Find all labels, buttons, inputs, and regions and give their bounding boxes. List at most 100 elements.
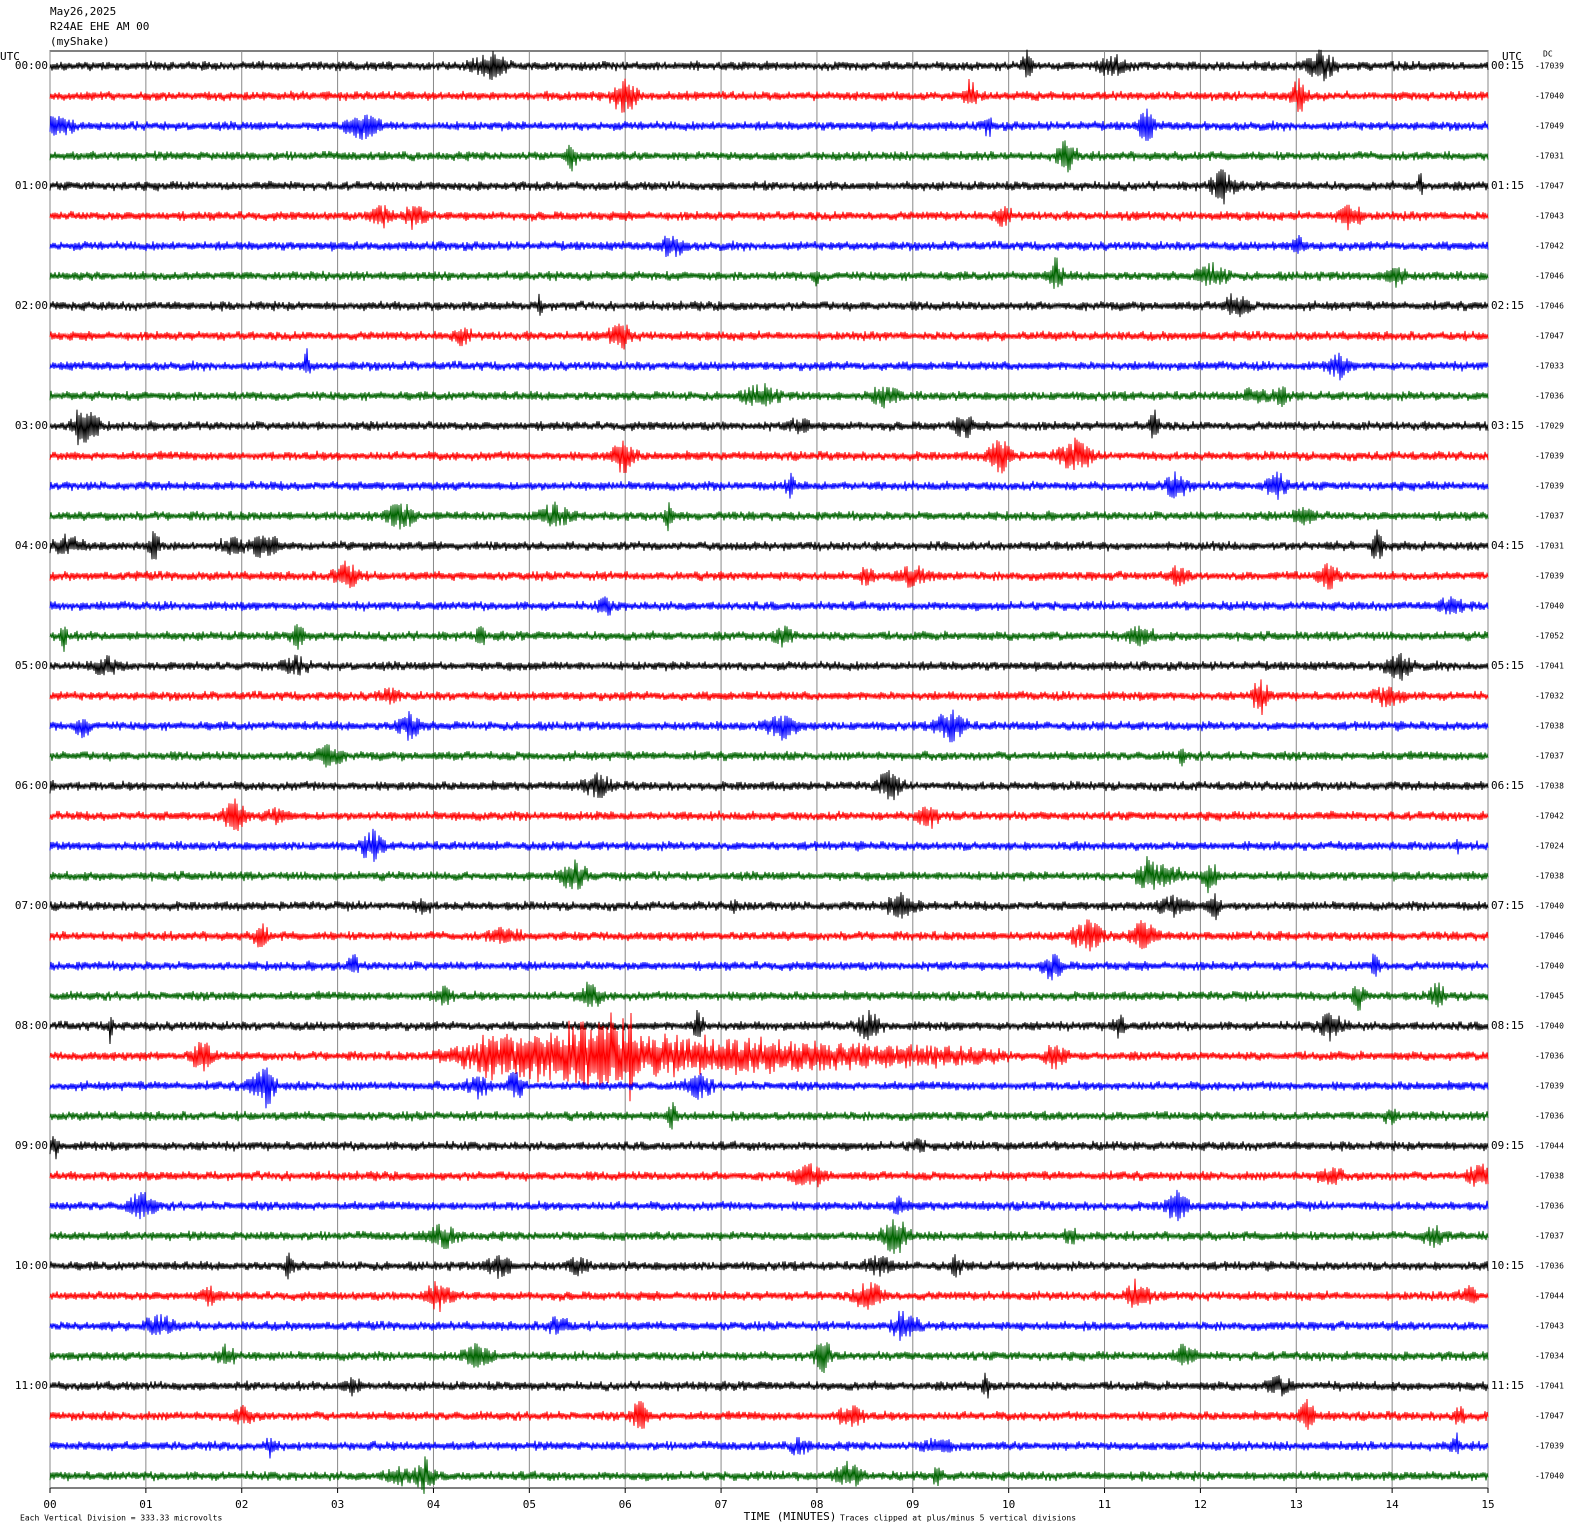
row-start-label: 09:00 bbox=[15, 1139, 48, 1152]
x-tick-label: 07 bbox=[714, 1498, 727, 1511]
dc-value: -17045 bbox=[1535, 992, 1564, 1001]
trace bbox=[49, 78, 1489, 113]
row-end-label: 09:15 bbox=[1491, 1139, 1524, 1152]
x-tick-label: 14 bbox=[1386, 1498, 1400, 1511]
x-tick-label: 09 bbox=[906, 1498, 919, 1511]
date: May26,2025 bbox=[50, 5, 116, 18]
trace bbox=[49, 293, 1489, 318]
trace bbox=[49, 409, 1489, 446]
row-end-label: 01:15 bbox=[1491, 179, 1524, 192]
trace bbox=[49, 679, 1489, 716]
trace bbox=[49, 953, 1489, 981]
trace bbox=[49, 49, 1489, 82]
dc-value: -17036 bbox=[1535, 1262, 1564, 1271]
trace bbox=[49, 652, 1489, 681]
trace bbox=[49, 140, 1489, 173]
trace bbox=[49, 323, 1489, 350]
trace bbox=[49, 1163, 1489, 1188]
trace bbox=[49, 257, 1489, 289]
row-start-label: 01:00 bbox=[15, 179, 48, 192]
dc-value: -17049 bbox=[1535, 122, 1564, 131]
trace bbox=[49, 856, 1489, 894]
dc-label: DC bbox=[1543, 50, 1553, 59]
row-end-label: 02:15 bbox=[1491, 299, 1524, 312]
trace bbox=[49, 624, 1489, 652]
dc-value: -17042 bbox=[1535, 812, 1564, 821]
x-tick-label: 12 bbox=[1194, 1498, 1207, 1511]
x-tick-label: 11 bbox=[1098, 1498, 1111, 1511]
dc-value: -17040 bbox=[1535, 602, 1564, 611]
dc-value: -17031 bbox=[1535, 542, 1564, 551]
row-start-label: 03:00 bbox=[15, 419, 48, 432]
trace bbox=[49, 108, 1489, 141]
row-start-label: 02:00 bbox=[15, 299, 48, 312]
dc-value: -17043 bbox=[1535, 212, 1564, 221]
trace bbox=[49, 501, 1489, 532]
dc-value: -17044 bbox=[1535, 1292, 1564, 1301]
row-start-label: 07:00 bbox=[15, 899, 48, 912]
x-tick-label: 02 bbox=[235, 1498, 248, 1511]
dc-value: -17034 bbox=[1535, 1352, 1564, 1361]
trace bbox=[49, 981, 1489, 1011]
trace bbox=[49, 770, 1489, 801]
dc-value: -17041 bbox=[1535, 662, 1564, 671]
dc-value: -17040 bbox=[1535, 1022, 1564, 1031]
trace bbox=[49, 1189, 1489, 1222]
row-end-label: 07:15 bbox=[1491, 899, 1524, 912]
trace bbox=[49, 1219, 1489, 1254]
dc-value: -17040 bbox=[1535, 92, 1564, 101]
trace bbox=[49, 919, 1489, 952]
dc-value: -17039 bbox=[1535, 452, 1564, 461]
x-tick-label: 00 bbox=[43, 1498, 56, 1511]
dc-value: -17044 bbox=[1535, 1142, 1564, 1151]
dc-value: -17038 bbox=[1535, 1172, 1564, 1181]
station: R24AE EHE AM 00 bbox=[50, 20, 149, 33]
dc-value: -17039 bbox=[1535, 62, 1564, 71]
x-tick-label: 01 bbox=[139, 1498, 152, 1511]
dc-value: -17036 bbox=[1535, 392, 1564, 401]
dc-value: -17036 bbox=[1535, 1052, 1564, 1061]
row-start-label: 10:00 bbox=[15, 1259, 48, 1272]
trace bbox=[49, 1136, 1489, 1160]
row-start-label: 00:00 bbox=[15, 59, 48, 72]
trace bbox=[49, 1456, 1489, 1494]
clip-note: Traces clipped at plus/minus 5 vertical … bbox=[840, 1514, 1076, 1523]
dc-value: -17043 bbox=[1535, 1322, 1564, 1331]
dc-value: -17046 bbox=[1535, 302, 1564, 311]
dc-value: -17041 bbox=[1535, 1382, 1564, 1391]
trace bbox=[49, 744, 1489, 768]
x-tick-label: 10 bbox=[1002, 1498, 1015, 1511]
dc-value: -17047 bbox=[1535, 182, 1564, 191]
trace bbox=[49, 1278, 1489, 1313]
dc-value: -17046 bbox=[1535, 272, 1564, 281]
trace bbox=[49, 560, 1489, 590]
row-end-label: 05:15 bbox=[1491, 659, 1524, 672]
trace bbox=[49, 204, 1489, 231]
trace bbox=[49, 471, 1489, 500]
dc-value: -17039 bbox=[1535, 1442, 1564, 1451]
row-end-label: 11:15 bbox=[1491, 1379, 1524, 1392]
trace bbox=[49, 1342, 1489, 1374]
x-tick-label: 04 bbox=[427, 1498, 441, 1511]
trace bbox=[49, 348, 1489, 381]
trace bbox=[49, 1252, 1489, 1280]
row-start-label: 08:00 bbox=[15, 1019, 48, 1032]
trace bbox=[49, 1432, 1489, 1459]
trace bbox=[49, 437, 1489, 474]
trace bbox=[49, 1102, 1489, 1130]
trace bbox=[49, 1398, 1489, 1430]
x-tick-label: 03 bbox=[331, 1498, 344, 1511]
x-axis-label: TIME (MINUTES) bbox=[744, 1510, 837, 1523]
x-tick-label: 15 bbox=[1481, 1498, 1494, 1511]
dc-value: -17037 bbox=[1535, 752, 1564, 761]
row-end-label: 03:15 bbox=[1491, 419, 1524, 432]
row-start-label: 06:00 bbox=[15, 779, 48, 792]
trace bbox=[49, 1067, 1489, 1109]
row-start-label: 05:00 bbox=[15, 659, 48, 672]
x-tick-label: 06 bbox=[619, 1498, 632, 1511]
dc-value: -17040 bbox=[1535, 1472, 1564, 1481]
x-tick-label: 13 bbox=[1290, 1498, 1303, 1511]
trace bbox=[49, 798, 1489, 832]
